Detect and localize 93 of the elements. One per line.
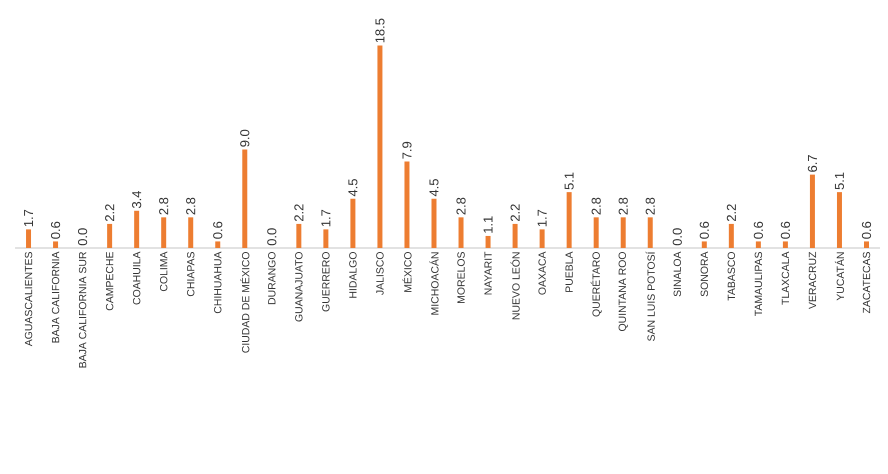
x-tick-label: SAN LUIS POTOSÍ (646, 252, 655, 341)
bar (161, 217, 166, 248)
data-label: 0.6 (213, 222, 222, 239)
bar (107, 224, 112, 248)
data-label: 9.0 (240, 130, 250, 147)
x-tick-label: MORELOS (457, 252, 465, 303)
x-tick-label: BAJA CALIFORNIA (52, 252, 60, 342)
x-tick-label: CIUDAD DE MÉXICO (240, 252, 250, 353)
bar (458, 217, 464, 248)
data-label: 0.6 (780, 222, 790, 239)
bar (810, 174, 815, 248)
x-tick-label: GUERRERO (322, 252, 330, 312)
x-tick-label: YUCATÁN (834, 252, 844, 300)
x-tick-label: NUEVO LEÓN (510, 252, 520, 320)
bar (648, 217, 653, 248)
x-tick-label: PUEBLA (566, 252, 573, 292)
bar (377, 45, 382, 248)
data-label: 4.5 (348, 179, 358, 196)
x-tick-label: TLAXCALA (782, 252, 790, 305)
data-label: 0.6 (700, 222, 709, 239)
bar (864, 241, 869, 248)
data-label: 4.5 (429, 179, 439, 196)
data-label: 0.0 (672, 228, 682, 246)
data-label: 1.7 (538, 210, 547, 226)
data-label: 1.7 (24, 210, 33, 226)
data-label: 2.2 (105, 204, 114, 222)
bar (296, 224, 302, 248)
x-tick-label: GUANAJUATO (295, 252, 303, 322)
data-label: 2.2 (294, 204, 304, 222)
bar (756, 241, 761, 248)
bar (242, 149, 248, 248)
bar (404, 162, 410, 248)
data-label: 5.1 (564, 172, 574, 190)
bar (594, 217, 599, 248)
x-tick-label: CHIHUAHUA (214, 252, 222, 314)
bar (323, 229, 328, 248)
bar (26, 229, 32, 248)
x-tick-label: HIDALGO (349, 252, 357, 298)
x-tick-label: AGUASCALIENTES (24, 252, 32, 346)
bar (512, 224, 518, 248)
data-label: 2.8 (646, 198, 655, 214)
data-label: 0.6 (862, 222, 872, 239)
bar (620, 217, 626, 248)
bar (188, 217, 194, 248)
x-tick-label: SONORA (700, 252, 708, 296)
x-tick-label: COAHUILA (132, 252, 140, 304)
data-label: 0.0 (267, 228, 276, 246)
x-tick-label: MICHOACÁN (429, 252, 439, 315)
bar (53, 241, 58, 248)
data-label: 1.7 (321, 210, 330, 226)
bar (215, 241, 220, 248)
bar (540, 229, 545, 248)
data-label: 6.7 (808, 155, 818, 172)
x-tick-label: JALISCO (376, 252, 384, 295)
x-tick-label: SINALOA (674, 252, 681, 296)
data-label: 0.6 (754, 222, 763, 239)
data-label: 0.6 (50, 222, 60, 239)
x-tick-label: BAJA CALIFORNIA SUR (78, 252, 86, 368)
x-tick-label: DURANGO (268, 252, 276, 304)
bar (782, 241, 788, 248)
bar (486, 236, 491, 248)
data-label: 2.8 (159, 198, 168, 214)
data-label: 1.1 (484, 216, 493, 233)
data-label: 5.1 (834, 172, 844, 190)
x-tick-label: TABASCO (728, 252, 736, 300)
data-label: 2.2 (510, 204, 520, 222)
data-label: 2.8 (618, 198, 628, 214)
data-label: 2.8 (592, 198, 601, 214)
data-label: 18.5 (375, 18, 385, 42)
x-tick-label: QUERÉTARO (590, 252, 602, 316)
x-tick-label: ZACATECAS (862, 252, 870, 314)
x-tick-label: COLIMA (160, 252, 168, 292)
x-tick-label: OAXACA (538, 252, 546, 295)
x-tick-label: NAYARIT (484, 252, 492, 294)
x-tick-label: CAMPECHE (106, 252, 114, 310)
x-tick-label: QUINTANA ROO (618, 252, 628, 332)
bar (836, 192, 842, 248)
bar (134, 210, 140, 248)
data-label: 2.8 (186, 198, 196, 214)
bar (350, 198, 356, 248)
data-label: 3.4 (132, 190, 142, 208)
data-label: 2.2 (726, 204, 736, 222)
data-label: 7.9 (402, 142, 412, 159)
x-tick-label: VERACRUZ (808, 252, 816, 309)
x-tick-label: MÉXICO (402, 252, 412, 292)
bar (431, 198, 436, 248)
x-tick-label: TAMAULIPAS (754, 252, 762, 316)
bar (728, 224, 734, 248)
x-tick-label: CHIAPAS (187, 252, 194, 296)
bar (566, 192, 572, 248)
data-label: 2.8 (456, 198, 466, 214)
bar (702, 241, 707, 248)
data-label: 0.0 (78, 228, 88, 246)
